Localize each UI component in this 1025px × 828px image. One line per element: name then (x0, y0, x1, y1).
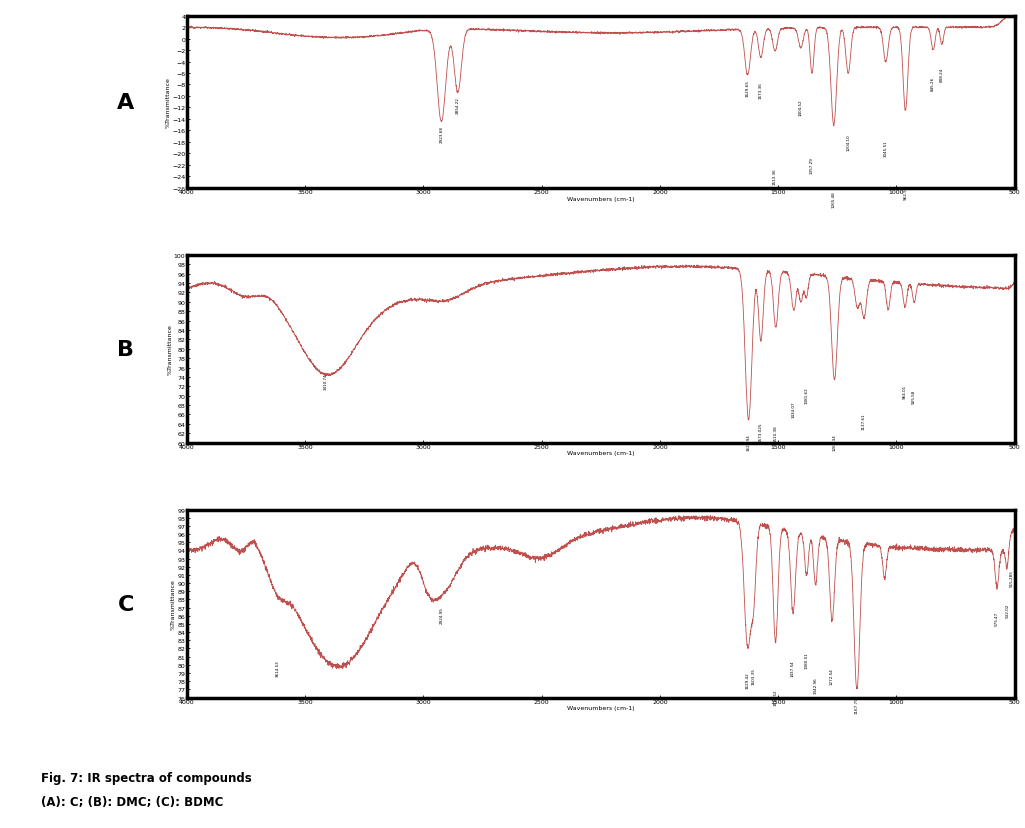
Text: 1265.48: 1265.48 (831, 191, 835, 208)
Text: 1434.07: 1434.07 (791, 402, 795, 418)
Text: 1573.36: 1573.36 (758, 83, 763, 99)
Text: B: B (117, 339, 134, 359)
Text: 1380.51: 1380.51 (805, 652, 809, 668)
Text: 1262.34: 1262.34 (832, 434, 836, 451)
Text: 1342.96: 1342.96 (814, 676, 818, 693)
Text: 1357.29: 1357.29 (810, 157, 814, 174)
Text: (A): C; (B): DMC; (C): BDMC: (A): C; (B): DMC; (C): BDMC (41, 795, 223, 808)
Text: 1437.54: 1437.54 (791, 660, 795, 676)
Text: 575.47: 575.47 (995, 611, 999, 625)
Text: 515.285: 515.285 (1010, 570, 1013, 587)
Text: 1272.54: 1272.54 (830, 668, 834, 685)
Text: 1137.61: 1137.61 (862, 413, 866, 430)
Text: C: C (118, 594, 134, 614)
Text: 1167.79: 1167.79 (855, 696, 859, 713)
Text: 2924.95: 2924.95 (440, 607, 443, 623)
Text: 1573.025: 1573.025 (758, 422, 763, 442)
Text: 1511.52: 1511.52 (774, 688, 778, 705)
Text: 808.24: 808.24 (940, 68, 944, 82)
Text: 3614.53: 3614.53 (276, 660, 280, 676)
Text: 1513.36: 1513.36 (773, 168, 777, 185)
Text: 1629.65: 1629.65 (745, 79, 749, 96)
Text: 1204.10: 1204.10 (847, 134, 850, 151)
Y-axis label: %Transmittance: %Transmittance (166, 77, 170, 128)
Y-axis label: %Transmittance: %Transmittance (171, 579, 176, 629)
Text: 1603.35: 1603.35 (751, 668, 755, 685)
Text: Fig. 7: IR spectra of compounds: Fig. 7: IR spectra of compounds (41, 772, 251, 785)
Text: A: A (117, 93, 134, 113)
Text: 1404.52: 1404.52 (798, 99, 803, 116)
Text: 2854.22: 2854.22 (456, 97, 460, 113)
X-axis label: Wavenumbers (cm-1): Wavenumbers (cm-1) (567, 705, 634, 710)
Text: 1625.94: 1625.94 (746, 434, 750, 451)
Text: 3410.74: 3410.74 (324, 373, 328, 390)
Text: 964.01: 964.01 (903, 385, 907, 399)
X-axis label: Wavenumbers (cm-1): Wavenumbers (cm-1) (567, 196, 634, 201)
Text: 532.02: 532.02 (1006, 603, 1010, 617)
X-axis label: Wavenumbers (cm-1): Wavenumbers (cm-1) (567, 451, 634, 456)
Text: 1381.62: 1381.62 (805, 388, 809, 404)
Text: 845.26: 845.26 (931, 77, 935, 91)
Y-axis label: %Transmittance: %Transmittance (167, 324, 172, 375)
Text: 962.95: 962.95 (903, 185, 907, 200)
Text: 1045.51: 1045.51 (884, 140, 888, 156)
Text: 1510.38: 1510.38 (774, 425, 778, 441)
Text: 925.58: 925.58 (912, 390, 916, 404)
Text: 2923.68: 2923.68 (440, 125, 444, 142)
Text: 1629.42: 1629.42 (745, 672, 749, 689)
